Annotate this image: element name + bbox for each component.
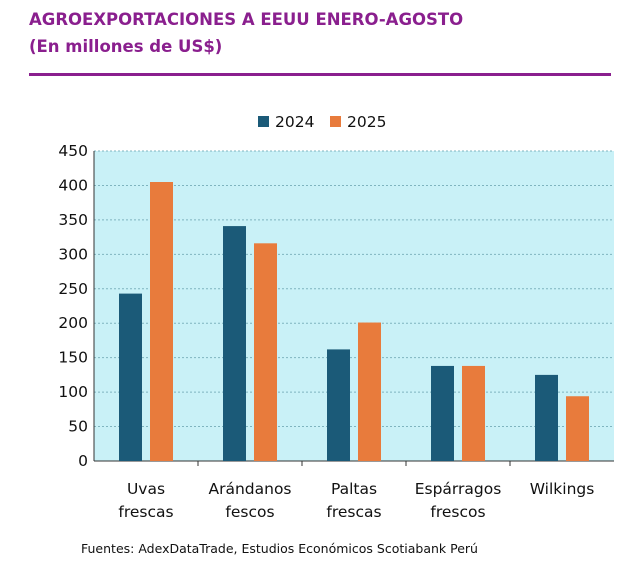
y-tick-label: 50 [68, 418, 88, 436]
x-category-label-line: Arándanos [208, 480, 291, 498]
x-category-label-line: frescas [326, 503, 381, 521]
y-tick-label: 300 [58, 245, 88, 263]
y-tick-label: 150 [58, 349, 88, 367]
y-tick-label: 200 [58, 314, 88, 332]
bar-2025 [254, 243, 277, 461]
x-category-label-line: Wilkings [530, 480, 595, 498]
legend-label-2024: 2024 [275, 113, 314, 131]
legend-swatch-2024 [258, 116, 269, 127]
legend-swatch-2025 [330, 116, 341, 127]
legend-label-2025: 2025 [347, 113, 386, 131]
x-category-label-line: Uvas [127, 480, 165, 498]
x-category-label-line: frescos [430, 503, 485, 521]
x-category-label: Arándanos fescos [208, 480, 291, 521]
chart-subtitle: (En millones de US$) [29, 37, 223, 56]
bar-2025 [462, 365, 485, 461]
x-category-label-line: Paltas [331, 480, 377, 498]
bar-2024 [223, 226, 246, 461]
x-category-label: Wilkings [530, 480, 595, 498]
y-tick-label: 100 [58, 383, 88, 401]
title-divider [29, 73, 611, 76]
bar-2024 [535, 374, 558, 461]
y-tick-label: 250 [58, 280, 88, 298]
x-category-label: Espárragos frescos [415, 480, 502, 521]
bar-2024 [327, 349, 350, 461]
y-tick-label: 450 [58, 142, 88, 160]
bar-2024 [119, 293, 142, 461]
bar-2025 [358, 322, 381, 461]
y-tick-label: 0 [78, 452, 88, 470]
x-category-label-line: fescos [225, 503, 274, 521]
bar-2024 [431, 365, 454, 461]
bar-2025 [150, 182, 173, 461]
x-category-label-line: frescas [118, 503, 173, 521]
chart-title: AGROEXPORTACIONES A EEUU ENERO-AGOSTO [29, 10, 464, 29]
x-category-label-line: Espárragos [415, 480, 502, 498]
plot-area [94, 151, 614, 461]
y-tick-label: 350 [58, 211, 88, 229]
x-category-label: Uvas frescas [118, 480, 173, 521]
x-category-label: Paltas frescas [326, 480, 381, 521]
source-note: Fuentes: AdexDataTrade, Estudios Económi… [81, 541, 478, 556]
bar-2025 [566, 396, 589, 461]
y-tick-label: 400 [58, 176, 88, 194]
